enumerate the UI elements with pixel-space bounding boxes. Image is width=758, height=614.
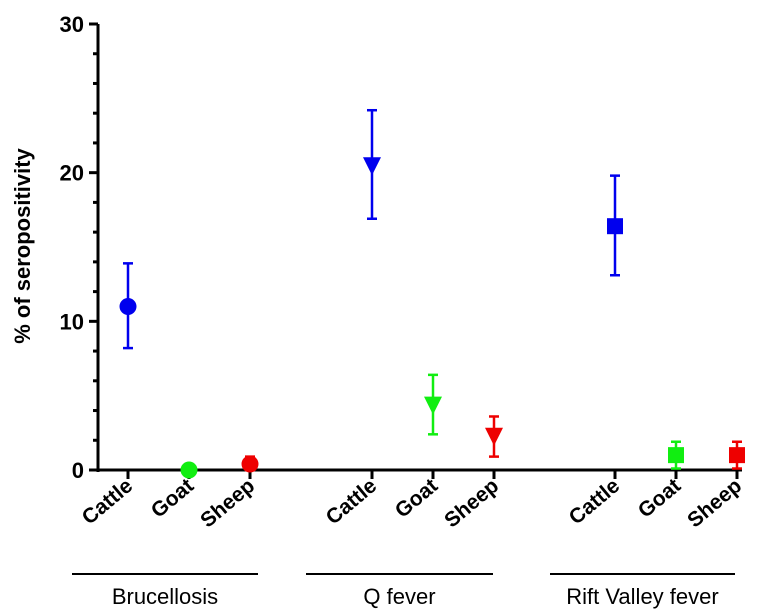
- x-tick-label: Sheep: [683, 474, 746, 532]
- data-point-q-fever-sheep: [485, 427, 503, 446]
- group-label: Q fever: [363, 584, 435, 609]
- group-label: Rift Valley fever: [566, 584, 718, 609]
- group-label: Brucellosis: [112, 584, 218, 609]
- data-point-brucellosis-goat: [180, 461, 198, 479]
- data-point-rift-valley-fever-cattle: [607, 218, 623, 235]
- y-tick-label: 30: [60, 12, 84, 37]
- x-tick-label: Goat: [147, 474, 198, 522]
- data-point-rift-valley-fever-sheep: [729, 447, 745, 464]
- x-tick-label: Sheep: [196, 474, 259, 532]
- data-point-rift-valley-fever-goat: [668, 447, 684, 464]
- group-labels: Brucellosis Q fever Rift Valley fever: [72, 573, 735, 609]
- x-tick-label: Goat: [391, 474, 442, 522]
- y-axis-label: % of seropositivity: [10, 147, 35, 343]
- data-point-brucellosis-sheep: [241, 455, 259, 473]
- y-tick-label: 20: [60, 161, 84, 186]
- data-point-brucellosis-cattle: [119, 297, 137, 315]
- x-tick-label: Cattle: [78, 474, 137, 529]
- x-tick-label: Sheep: [440, 474, 503, 532]
- x-tick-label: Cattle: [322, 474, 381, 529]
- x-tick-label: Goat: [634, 474, 685, 522]
- y-tick-label: 0: [72, 458, 84, 483]
- x-tick-label: Cattle: [565, 474, 624, 529]
- data-point-q-fever-goat: [424, 396, 442, 415]
- y-axis: 0 10 20 30: [60, 12, 100, 483]
- data-marks: [119, 108, 745, 479]
- y-tick-label: 10: [60, 309, 84, 334]
- data-point-q-fever-cattle: [363, 157, 381, 176]
